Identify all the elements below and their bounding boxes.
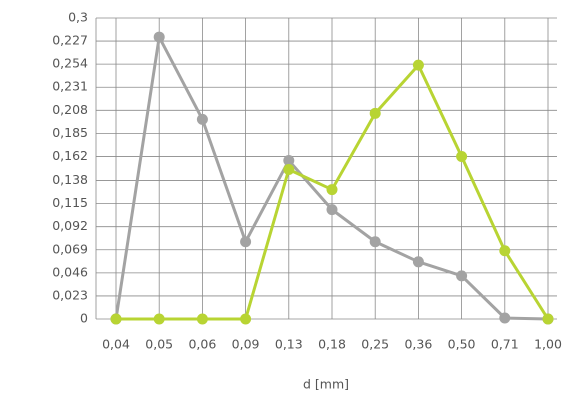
data-point (499, 245, 511, 257)
data-point (283, 164, 295, 176)
x-tick-label: 0,04 (102, 337, 130, 352)
x-tick-label: 0,06 (188, 337, 216, 352)
data-point (153, 31, 165, 43)
x-tick-label: 0,36 (404, 337, 432, 352)
data-point (153, 313, 165, 325)
x-tick-label: 0,09 (232, 337, 260, 352)
y-tick-label: 0,254 (52, 56, 88, 71)
data-point (326, 184, 338, 196)
x-tick-label: 0,05 (145, 337, 173, 352)
data-point (196, 113, 208, 125)
y-tick-label: 0,227 (52, 33, 88, 48)
y-tick-label: 0,046 (52, 264, 88, 279)
y-tick-label: 0 (80, 311, 88, 326)
data-point (369, 107, 381, 119)
data-point (110, 313, 122, 325)
y-tick-label: 0,185 (52, 125, 88, 140)
data-point (456, 270, 468, 282)
y-tick-label: 0,3 (68, 10, 88, 25)
y-tick-label: 0,023 (52, 287, 88, 302)
data-point (196, 313, 208, 325)
x-tick-label: 1,00 (534, 337, 562, 352)
x-tick-label: 0,25 (361, 337, 389, 352)
x-tick-label: 0,50 (448, 337, 476, 352)
x-tick-label: 0,71 (491, 337, 519, 352)
data-point (240, 313, 252, 325)
data-point (369, 236, 381, 248)
y-tick-label: 0,069 (52, 241, 88, 256)
y-tick-label: 0,115 (52, 195, 88, 210)
data-point (412, 256, 424, 268)
data-point (542, 313, 554, 325)
data-point (456, 150, 468, 162)
data-point (283, 154, 295, 166)
x-tick-label: 0,13 (275, 337, 303, 352)
y-tick-label: 0,231 (52, 79, 88, 94)
data-point (412, 59, 424, 71)
x-tick-label: 0,18 (318, 337, 346, 352)
x-axis-title: d [mm] (303, 377, 349, 392)
y-tick-label: 0,138 (52, 172, 88, 187)
data-point (240, 236, 252, 248)
y-tick-label: 0,092 (52, 218, 88, 233)
y-tick-label: 0,208 (52, 102, 88, 117)
data-point (499, 312, 511, 324)
data-point (326, 204, 338, 216)
y-tick-label: 0,162 (52, 148, 88, 163)
